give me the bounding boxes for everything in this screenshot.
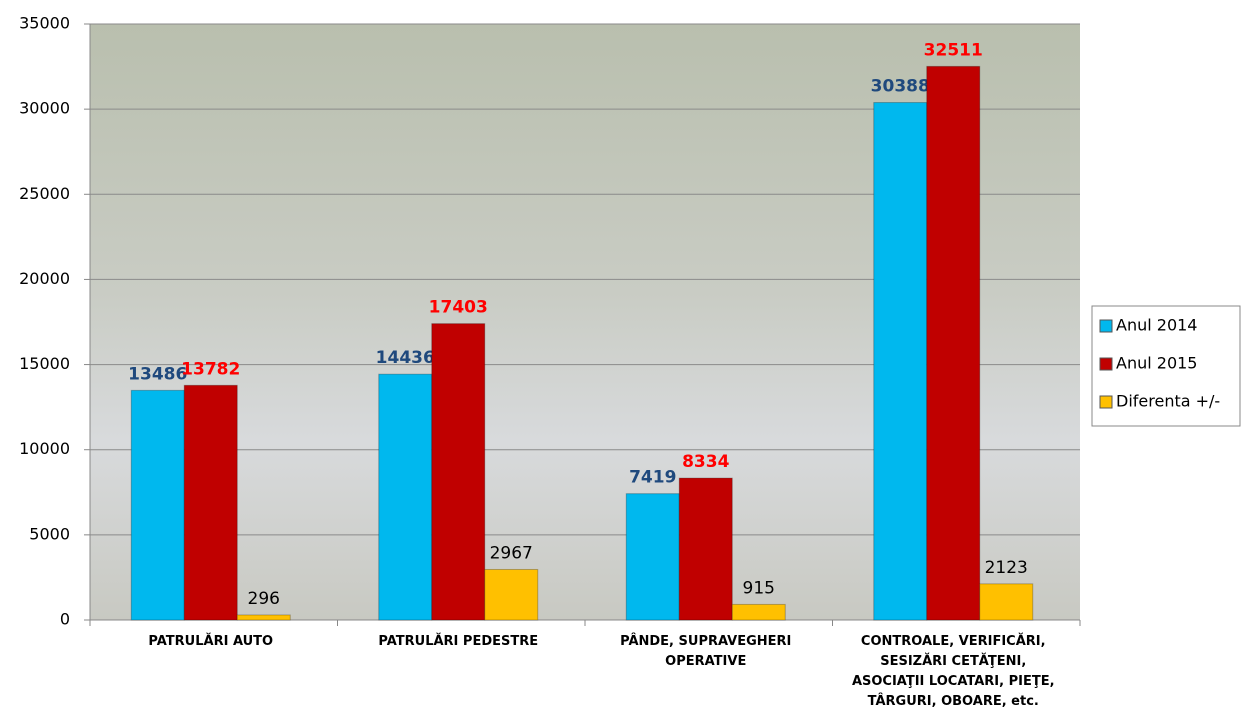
y-tick-label: 25000: [19, 184, 70, 203]
x-tick-label-box: PÂNDE, SUPRAVEGHERI OPERATIVE: [586, 632, 826, 722]
value-label: 17403: [429, 298, 488, 318]
page: {"chart_data": {"type": "bar", "categori…: [0, 0, 1243, 728]
value-label: 32511: [924, 40, 983, 60]
value-label: 2123: [985, 558, 1028, 578]
y-tick-label: 10000: [19, 439, 70, 458]
bar: [184, 385, 237, 620]
x-tick-label: PÂNDE, SUPRAVEGHERI OPERATIVE: [601, 632, 811, 672]
value-label: 915: [743, 578, 775, 598]
legend-swatch: [1100, 358, 1112, 370]
value-label: 2967: [490, 543, 533, 563]
bar: [131, 390, 184, 620]
value-label: 30388: [871, 77, 930, 97]
value-label: 13486: [128, 364, 187, 384]
x-tick-label-box: PATRULĂRI PEDESTRE: [338, 632, 578, 722]
bar: [237, 615, 290, 620]
bar: [980, 584, 1033, 620]
x-tick-label-box: CONTROALE, VERIFICĂRI, SESIZĂRI CETĂŢENI…: [833, 632, 1073, 722]
value-label: 7419: [629, 468, 676, 488]
legend-label: Anul 2014: [1116, 316, 1197, 335]
x-tick-label: PATRULĂRI AUTO: [106, 632, 316, 652]
y-tick-label: 35000: [19, 14, 70, 33]
bar: [927, 66, 980, 620]
bar: [626, 494, 679, 620]
y-tick-label: 5000: [29, 524, 70, 543]
x-tick-label: PATRULĂRI PEDESTRE: [353, 632, 563, 652]
bar: [874, 103, 927, 620]
legend-swatch: [1100, 320, 1112, 332]
bar: [732, 604, 785, 620]
bar: [432, 324, 485, 620]
bar: [679, 478, 732, 620]
y-tick-label: 0: [60, 610, 70, 629]
value-label: 14436: [376, 348, 435, 368]
y-tick-label: 20000: [19, 269, 70, 288]
x-tick-label: CONTROALE, VERIFICĂRI, SESIZĂRI CETĂŢENI…: [846, 632, 1061, 712]
bar: [485, 569, 538, 620]
y-tick-label: 30000: [19, 99, 70, 118]
y-tick-label: 15000: [19, 354, 70, 373]
legend-label: Diferenta +/-: [1116, 392, 1220, 411]
value-label: 13782: [181, 359, 240, 379]
legend-swatch: [1100, 396, 1112, 408]
chart: 0 5000 10000 15000 20000 25000 30000 35000 PATRU…: [0, 0, 1243, 728]
value-label: 296: [248, 589, 280, 609]
value-label: 8334: [682, 452, 729, 472]
x-tick-label-box: PATRULĂRI AUTO: [91, 632, 331, 722]
legend-label: Anul 2015: [1116, 354, 1197, 373]
bar: [379, 374, 432, 620]
